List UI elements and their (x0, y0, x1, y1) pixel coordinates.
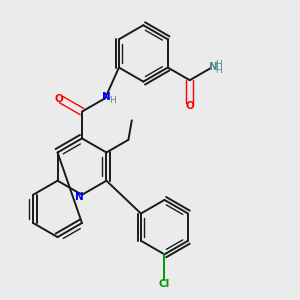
Text: N: N (209, 62, 218, 72)
Text: H: H (109, 96, 116, 105)
Text: H: H (215, 66, 222, 75)
Text: N: N (75, 192, 84, 203)
Text: Cl: Cl (159, 279, 170, 289)
Text: N: N (103, 92, 111, 101)
Text: O: O (54, 94, 63, 103)
Text: H: H (215, 60, 222, 69)
Text: O: O (185, 101, 194, 111)
